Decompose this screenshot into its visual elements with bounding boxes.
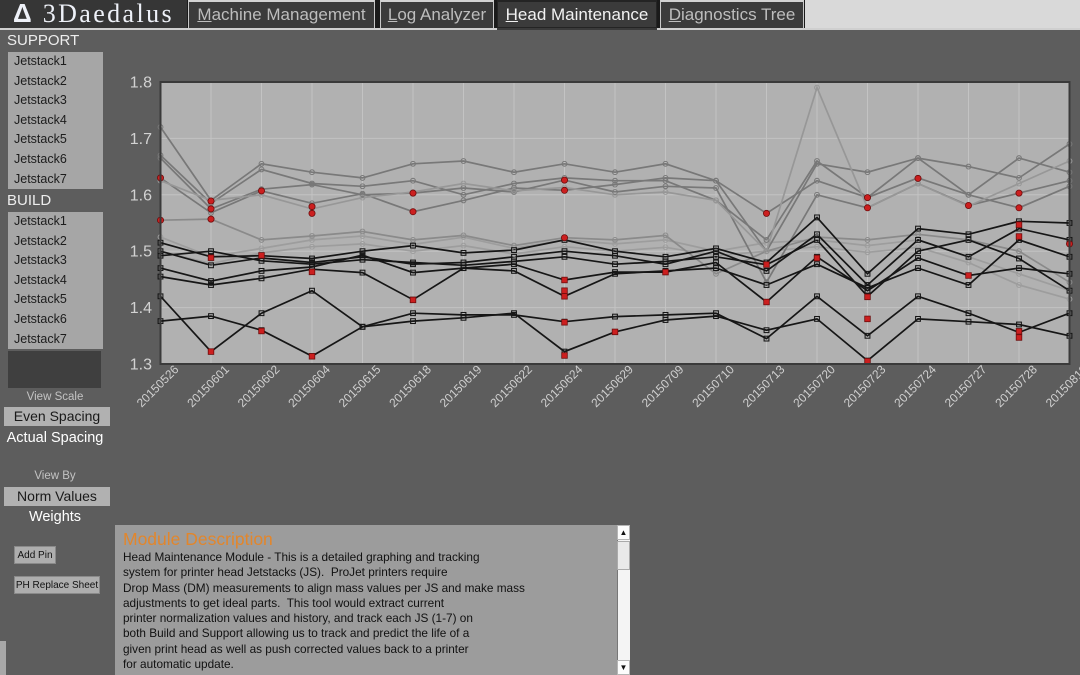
svg-text:20150727: 20150727 — [942, 362, 990, 410]
svg-text:20150622: 20150622 — [487, 362, 535, 410]
svg-text:1.5: 1.5 — [130, 244, 152, 261]
svg-text:20150602: 20150602 — [235, 362, 283, 410]
svg-text:20150720: 20150720 — [790, 362, 838, 410]
svg-text:20150709: 20150709 — [639, 362, 687, 410]
svg-text:20150728: 20150728 — [992, 362, 1040, 410]
svg-text:1.8: 1.8 — [130, 75, 152, 92]
svg-text:20150615: 20150615 — [336, 362, 384, 410]
svg-text:20150710: 20150710 — [689, 362, 737, 410]
svg-text:1.4: 1.4 — [130, 300, 152, 317]
svg-text:20150624: 20150624 — [538, 362, 586, 410]
svg-text:20150619: 20150619 — [437, 362, 485, 410]
svg-text:20150713: 20150713 — [740, 362, 788, 410]
svg-text:20150724: 20150724 — [891, 362, 939, 410]
svg-text:20150629: 20150629 — [588, 362, 636, 410]
svg-text:20150723: 20150723 — [841, 362, 889, 410]
svg-text:20150819: 20150819 — [1043, 362, 1080, 410]
svg-text:20150601: 20150601 — [184, 362, 232, 410]
svg-text:20150604: 20150604 — [285, 362, 333, 410]
svg-text:1.7: 1.7 — [130, 131, 152, 148]
svg-text:1.3: 1.3 — [130, 357, 152, 374]
svg-text:1.6: 1.6 — [130, 187, 152, 204]
svg-text:20150618: 20150618 — [386, 362, 434, 410]
